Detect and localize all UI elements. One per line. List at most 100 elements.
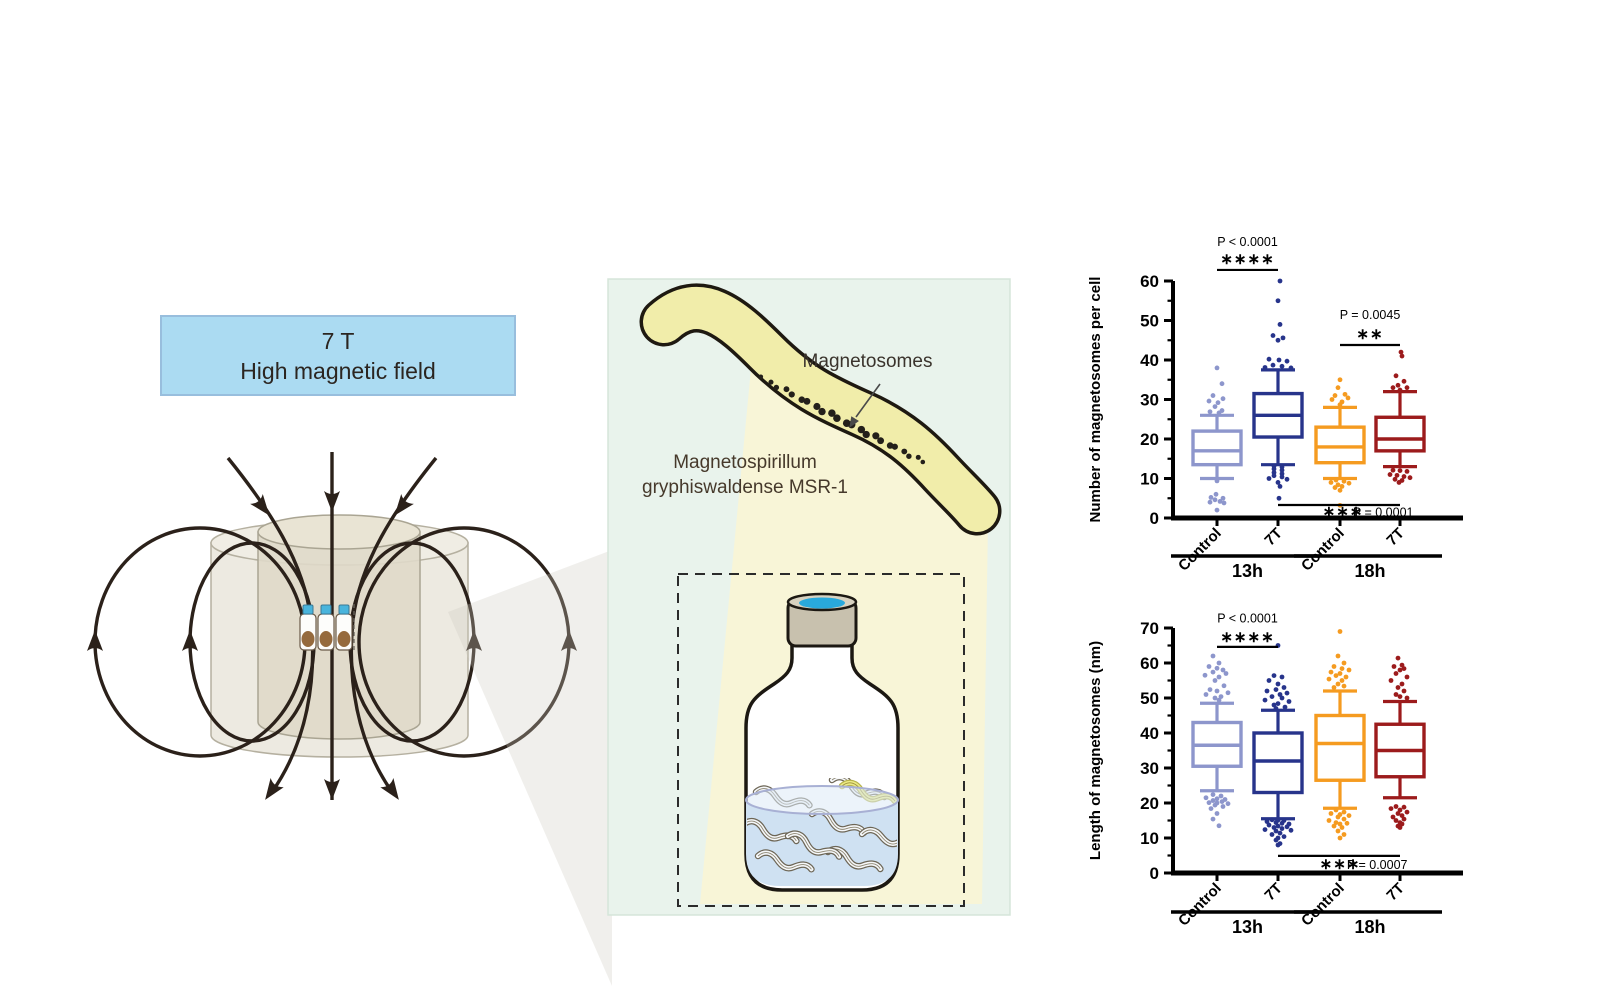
x-category-label: 7T [1261, 525, 1285, 549]
data-point [1328, 669, 1334, 675]
data-point [1397, 825, 1403, 830]
data-point [1219, 381, 1225, 387]
data-point [1404, 674, 1410, 680]
data-point [1210, 393, 1216, 398]
data-point [1269, 832, 1275, 837]
data-point [1335, 681, 1341, 687]
box [1191, 429, 1243, 467]
data-point [1269, 817, 1275, 823]
data-point [1407, 475, 1413, 481]
x-category-label: Control [1175, 880, 1225, 930]
data-point [1207, 499, 1213, 505]
magnetosomes-pointer-line [855, 383, 881, 418]
data-point [1395, 655, 1401, 661]
magnetosomes-pointer-arrowhead [849, 416, 859, 428]
liquid-surface [745, 785, 899, 815]
significance-stars: ∗∗∗∗ [1220, 629, 1274, 646]
y-tick-label: 10 [1140, 470, 1159, 489]
data-point [1214, 665, 1220, 671]
x-category-label: 7T [1383, 880, 1407, 904]
data-point [1346, 667, 1352, 673]
data-point [1284, 476, 1290, 482]
data-point [1398, 349, 1404, 355]
data-point [1335, 814, 1341, 820]
data-point [1277, 692, 1283, 697]
data-point [1341, 809, 1347, 815]
data-point [1397, 468, 1403, 473]
data-point [1214, 507, 1220, 513]
significance-pvalue: P = 0.0045 [1340, 308, 1401, 322]
data-point [1401, 474, 1407, 479]
data-point [1401, 378, 1407, 384]
data-point [1399, 813, 1405, 818]
magnetosome-dot [906, 453, 912, 459]
data-point [1271, 673, 1277, 678]
bacterium-body [643, 287, 998, 532]
data-point [1216, 660, 1222, 666]
data-point [1208, 806, 1214, 811]
data-point [1262, 365, 1268, 370]
data-point [1345, 395, 1351, 401]
data-point [1275, 823, 1281, 829]
data-point [1220, 667, 1226, 673]
data-point [1331, 823, 1337, 829]
data-point [1395, 382, 1401, 388]
data-point [1207, 409, 1213, 415]
x-category-label: 7T [1383, 525, 1407, 549]
data-point [1264, 688, 1270, 694]
data-point [1284, 824, 1290, 830]
data-point [1388, 806, 1394, 811]
data-point [1332, 485, 1338, 490]
field-description-label: High magnetic field [240, 357, 436, 384]
data-point [1281, 834, 1287, 839]
group-label: 13h [1232, 561, 1263, 581]
data-point [1216, 674, 1222, 680]
data-point [1404, 695, 1410, 701]
y-tick-label: 30 [1140, 391, 1159, 410]
data-point [1390, 814, 1396, 820]
box [1252, 731, 1304, 795]
data-point [1210, 669, 1216, 675]
data-point [1271, 473, 1277, 479]
data-point [1206, 398, 1212, 404]
magnetosome-dot [915, 454, 921, 460]
data-point [1397, 694, 1403, 699]
significance-stars: ∗∗ [1356, 326, 1383, 343]
data-point [1284, 690, 1290, 696]
y-axis-label: Length of magnetosomes (nm) [1087, 641, 1104, 860]
dashed-zoom-box [677, 573, 965, 907]
zoom-wedge [448, 550, 612, 986]
data-point [1216, 410, 1222, 416]
data-point [1266, 476, 1272, 481]
significance-pvalue: P < 0.0001 [1217, 235, 1278, 249]
magnetosome-dot [783, 386, 790, 393]
data-point [1401, 816, 1407, 822]
data-point [1271, 466, 1277, 472]
data-point [1212, 695, 1218, 701]
boxplot-magnetosome-count: 0 10 20 30 40 50 60 Number of magnetosomes per … [1087, 235, 1463, 581]
group-label: 18h [1354, 561, 1385, 581]
vial [299, 604, 317, 651]
data-point [1220, 396, 1226, 402]
data-point [1387, 472, 1393, 477]
data-point [1203, 692, 1209, 697]
data-point [1390, 385, 1396, 391]
data-point [1218, 694, 1224, 699]
data-point [1202, 672, 1208, 678]
organism-species: gryphiswaldense MSR-1 [642, 477, 848, 498]
magnetosome-dot [920, 459, 926, 465]
data-point [1262, 697, 1268, 703]
data-point [1333, 807, 1339, 813]
data-point [1399, 662, 1405, 668]
data-point [1216, 823, 1222, 829]
data-point [1404, 468, 1410, 474]
data-point [1390, 467, 1396, 473]
data-point [1281, 685, 1287, 690]
magnetosome-dot [877, 437, 885, 445]
data-point [1337, 671, 1343, 676]
magnetosome-dot [891, 443, 898, 450]
data-point [1399, 681, 1405, 687]
magnetosome-dot [768, 379, 774, 385]
significance-stars: ∗∗∗ [1320, 856, 1361, 873]
